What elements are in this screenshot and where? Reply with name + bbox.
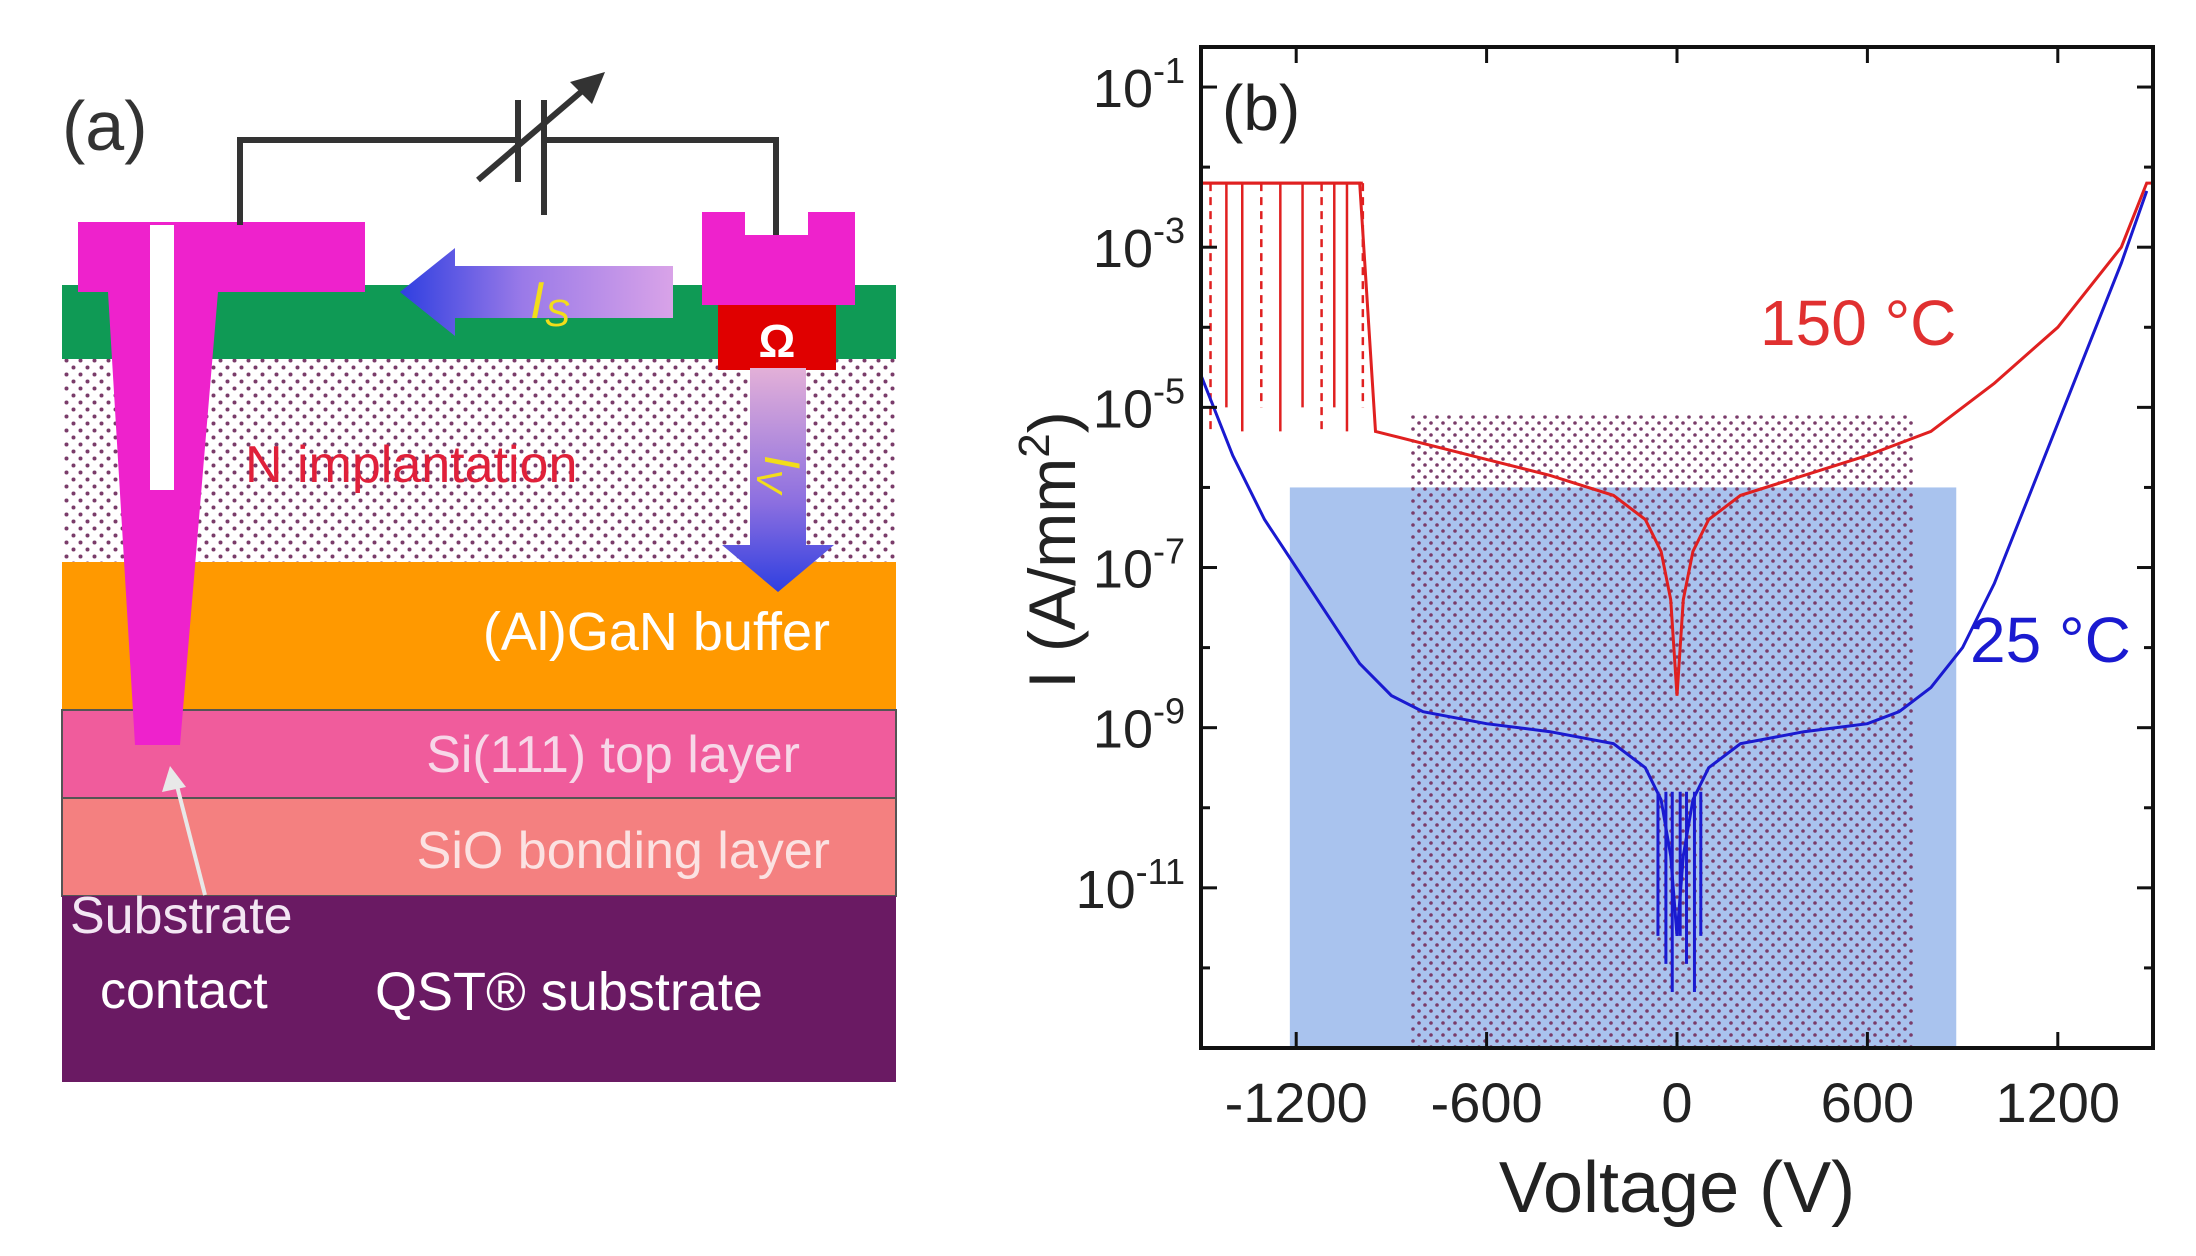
chart-ticks: -1200 -600 0 600 1200 10-1 10-3 10-5 10-7 10-9 10-… [1076,47,2153,1134]
x-tick-label: -600 [1431,1071,1543,1134]
x-tick-label: -1200 [1225,1071,1368,1134]
chart-regions [1289,415,1957,1048]
series-label-150c: 150 °C [1760,287,1956,359]
x-axis-label: Voltage (V) [1499,1148,1855,1228]
buffer-label: (Al)GaN buffer [483,602,830,662]
contact-slot [150,225,174,490]
series-label-25c: 25 °C [1970,604,2131,676]
chart-series [1201,181,2153,992]
y-tick-label: 10-1 [1093,50,1185,119]
circuit-wire [237,137,779,235]
omega-symbol: Ω [759,315,796,367]
substrate-contact-pointer-head [162,766,186,792]
substrate-contact-metal [78,222,365,745]
x-tick-label: 0 [1661,1071,1692,1134]
y-tick-label: 10-9 [1093,691,1185,760]
y-tick-label: 10-3 [1093,210,1185,279]
panel-b-label: (b) [1222,72,1300,144]
variable-arrow-shaft [476,83,590,183]
si-top-layer [61,709,897,799]
right-contact-metal [702,212,855,305]
substrate-contact-pointer [174,781,207,896]
substrate-label: QST® substrate [375,962,763,1022]
panel-a-label: (a) [62,87,148,165]
x-tick-label: 600 [1821,1071,1914,1134]
resistor-block [718,305,836,370]
bonding-layer-label: SiO bonding layer [417,822,830,880]
x-tick-label: 1200 [1996,1071,2121,1134]
y-tick-label: 10-7 [1093,531,1185,600]
y-tick-label: 10-5 [1093,370,1185,439]
substrate-contact-line1: Substrate [70,887,293,945]
n-implant-label: N implantation [245,436,577,494]
variable-arrow-head [570,72,605,104]
y-axis-label: I (A/mm2) [1010,411,1089,688]
dotted-region [1410,415,1915,1048]
panel-a: (a) Ω IS IV N implantation [61,72,897,1082]
panel-b: -1200 -600 0 600 1200 10-1 10-3 10-5 10-7 10-9 10-… [1010,45,2155,1228]
buffer-layer [62,562,896,710]
substrate-contact-line2: contact [100,962,268,1020]
y-tick-label: 10-11 [1076,851,1185,920]
surface-current-arrow [400,248,673,336]
vertical-current-label: IV [749,455,810,496]
surface-current-label: IS [530,272,570,335]
vertical-current-arrow [722,368,834,592]
top-layer-label: Si(111) top layer [426,726,800,784]
qst-substrate [62,896,896,1082]
